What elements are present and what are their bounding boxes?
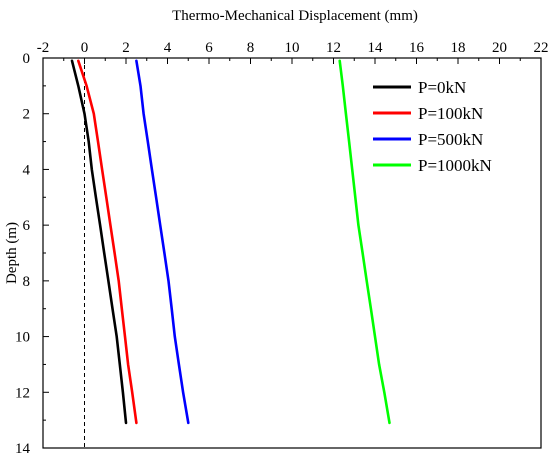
y-tick-label: 14 <box>15 441 31 457</box>
y-tick-label: 2 <box>23 107 31 123</box>
x-axis-title: Thermo-Mechanical Displacement (mm) <box>172 8 418 24</box>
x-tick-label: 6 <box>205 40 213 56</box>
x-tick-label: 10 <box>285 40 300 56</box>
x-tick-label: 14 <box>368 40 384 56</box>
x-tick-label: 16 <box>409 40 425 56</box>
series-line-1 <box>70 59 128 425</box>
series-line-3 <box>135 59 190 425</box>
legend-label: P=0kN <box>418 78 466 97</box>
series-line-4 <box>338 59 391 425</box>
legend: P=0kN P=100kN P=500kN P=1000kN <box>373 78 492 175</box>
series-line-2 <box>77 59 138 425</box>
x-tick-label: 12 <box>326 40 341 56</box>
x-tick-label: -2 <box>37 40 50 56</box>
y-tick-label: 0 <box>23 51 31 67</box>
y-tick-label: 8 <box>23 274 31 290</box>
x-tick-label: 0 <box>81 40 89 56</box>
y-tick-label: 4 <box>23 162 31 178</box>
y-tick-label: 10 <box>15 330 30 346</box>
x-tick-label: 18 <box>451 40 466 56</box>
x-tick-label: 2 <box>122 40 130 56</box>
legend-label: P=100kN <box>418 104 483 123</box>
legend-label: P=500kN <box>418 130 483 149</box>
x-tick-label: 22 <box>534 40 549 56</box>
y-axis-title: Depth (m) <box>4 222 20 284</box>
y-tick-label: 6 <box>23 218 31 234</box>
y-tick-label: 12 <box>15 385 30 401</box>
x-tick-label: 4 <box>164 40 172 56</box>
x-tick-label: 20 <box>492 40 507 56</box>
plot-area: -2 0 2 4 6 8 10 12 14 16 18 20 22 0 2 4 6 8 10 12 14 <box>15 40 549 457</box>
x-tick-label: 8 <box>247 40 255 56</box>
legend-label: P=1000kN <box>418 156 492 175</box>
